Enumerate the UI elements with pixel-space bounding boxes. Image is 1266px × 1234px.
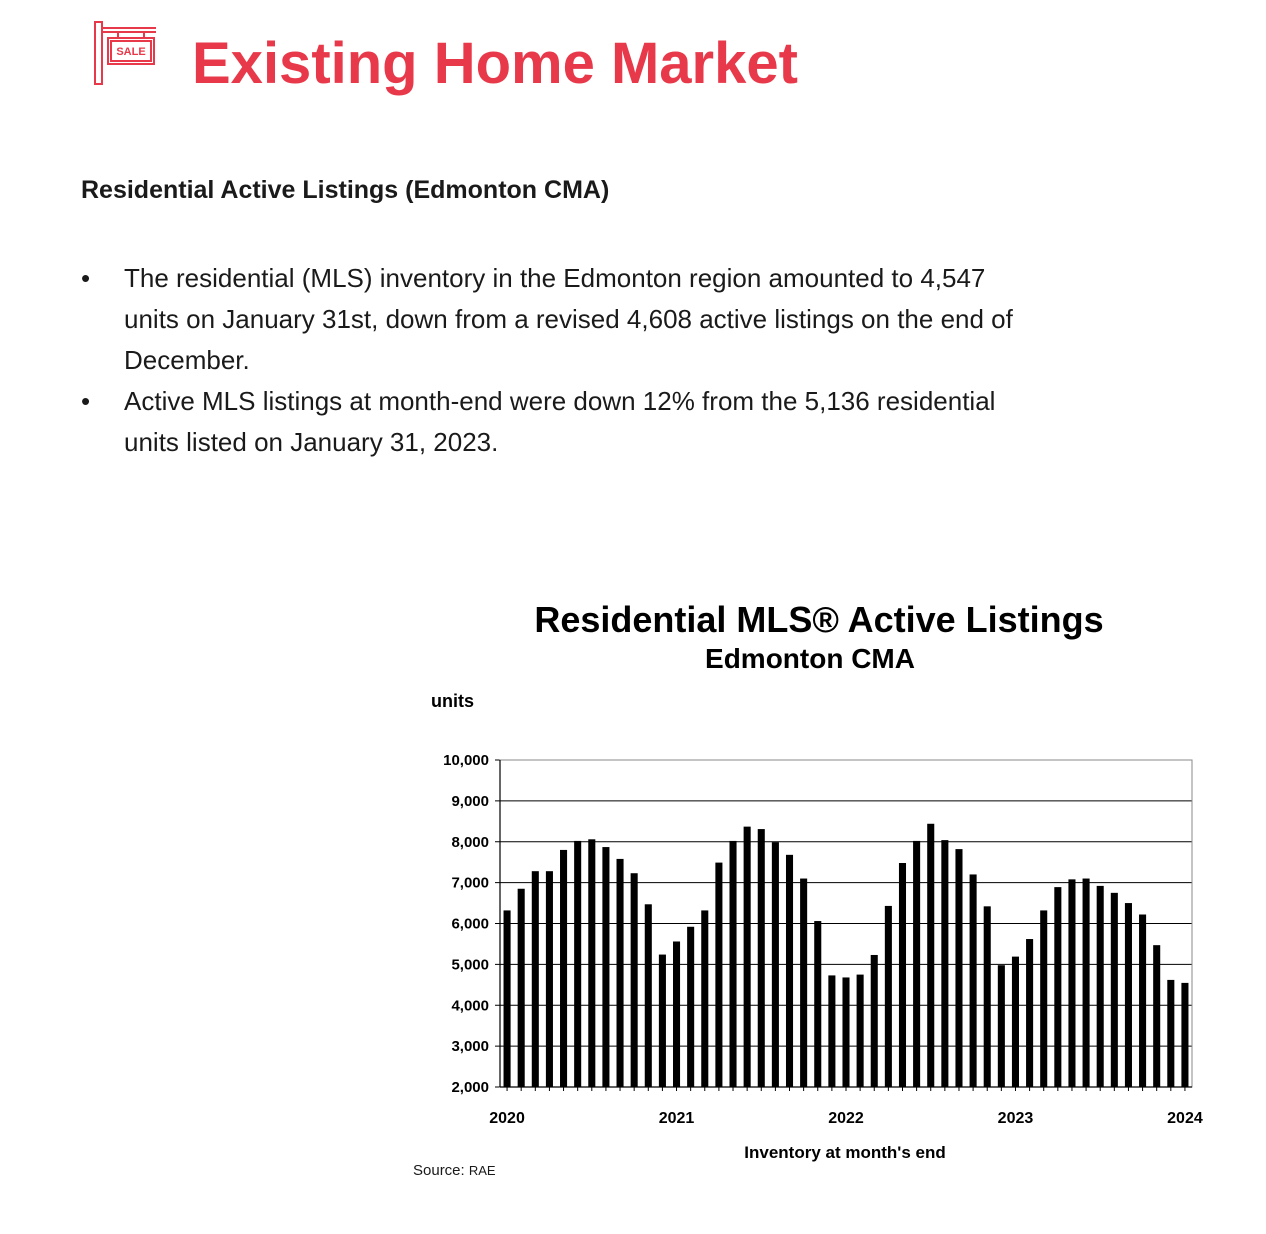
chart-svg: Residential MLS® Active Listings Edmonto… [431, 599, 1203, 1162]
y-axis-label: units [431, 691, 474, 711]
bar [630, 873, 638, 1087]
bar [1040, 910, 1048, 1087]
bar [1011, 956, 1019, 1087]
bullet-dot-icon: • [81, 386, 91, 416]
bar [814, 921, 822, 1087]
x-axis-label: Inventory at month's end [744, 1143, 945, 1162]
y-tick-label: 8,000 [451, 834, 489, 851]
chart-subtitle: Edmonton CMA [705, 643, 915, 674]
bar [913, 840, 921, 1087]
bar [955, 849, 963, 1087]
bar [1082, 878, 1090, 1087]
bar [1167, 979, 1175, 1087]
bar [828, 975, 836, 1087]
active-listings-chart: Residential MLS® Active Listings Edmonto… [410, 590, 1230, 1190]
bar [983, 906, 991, 1087]
x-tick-label: 2023 [998, 1110, 1034, 1127]
bar [673, 941, 681, 1087]
x-tick-label: 2022 [828, 1110, 864, 1127]
bullet-text: Active MLS listings at month-end were do… [124, 386, 996, 457]
bar [1139, 914, 1147, 1087]
bar [1110, 892, 1118, 1087]
bar [785, 854, 794, 1087]
source-note: Source: RAE [413, 1162, 496, 1179]
bar [757, 829, 765, 1087]
source-label: Source: [413, 1162, 465, 1179]
y-tick-label: 10,000 [443, 752, 489, 769]
bar [898, 863, 907, 1087]
bar [644, 904, 652, 1087]
y-tick-label: 6,000 [451, 916, 489, 933]
bar [687, 926, 695, 1087]
bar [1181, 982, 1189, 1087]
bar [545, 871, 553, 1087]
bar [560, 849, 568, 1087]
bar [771, 842, 779, 1087]
source-value: RAE [468, 1163, 496, 1178]
x-tick-label: 2021 [659, 1110, 695, 1127]
bar [658, 954, 666, 1087]
bar [884, 905, 892, 1087]
bar [517, 888, 525, 1087]
sale-sign-text: SALE [116, 46, 145, 58]
bar [800, 878, 808, 1087]
bar [574, 840, 582, 1087]
bullet-dot-icon: • [81, 263, 91, 293]
y-tick-label: 7,000 [451, 875, 489, 892]
bar [602, 847, 610, 1087]
bullet-list: • The residential (MLS) inventory in the … [81, 258, 1041, 463]
bar [743, 826, 751, 1087]
y-tick-label: 9,000 [451, 793, 489, 810]
chart-title: Residential MLS® Active Listings [534, 599, 1103, 640]
bar [588, 839, 596, 1087]
bar [729, 840, 737, 1087]
bar [870, 954, 878, 1087]
bar [503, 910, 511, 1087]
y-tick-label: 4,000 [451, 997, 489, 1014]
bar [1068, 879, 1076, 1087]
bar [1026, 939, 1034, 1087]
bar [856, 974, 864, 1087]
bar [842, 977, 850, 1087]
x-tick-label: 2020 [489, 1110, 525, 1127]
bullet-item: • The residential (MLS) inventory in the … [81, 258, 1041, 381]
y-tick-label: 2,000 [451, 1079, 489, 1096]
bar [715, 862, 723, 1087]
sale-sign-icon: SALE [92, 20, 162, 88]
bar [941, 840, 949, 1087]
bullet-text: The residential (MLS) inventory in the E… [124, 263, 1013, 375]
section-heading: Residential Active Listings (Edmonton CM… [81, 176, 610, 204]
bar [927, 823, 935, 1087]
bar [1054, 887, 1062, 1087]
bar [969, 874, 977, 1087]
y-tick-label: 5,000 [451, 956, 489, 973]
bar [1124, 903, 1132, 1087]
x-tick-label: 2024 [1167, 1110, 1203, 1127]
bar [701, 910, 709, 1087]
bar [997, 965, 1005, 1087]
bar [616, 858, 624, 1087]
bullet-item: • Active MLS listings at month-end were d… [81, 381, 1041, 463]
page-title: Existing Home Market [192, 31, 798, 96]
bar [1096, 885, 1104, 1087]
y-tick-label: 3,000 [451, 1038, 489, 1055]
bar [1153, 945, 1161, 1087]
bar [531, 871, 539, 1087]
